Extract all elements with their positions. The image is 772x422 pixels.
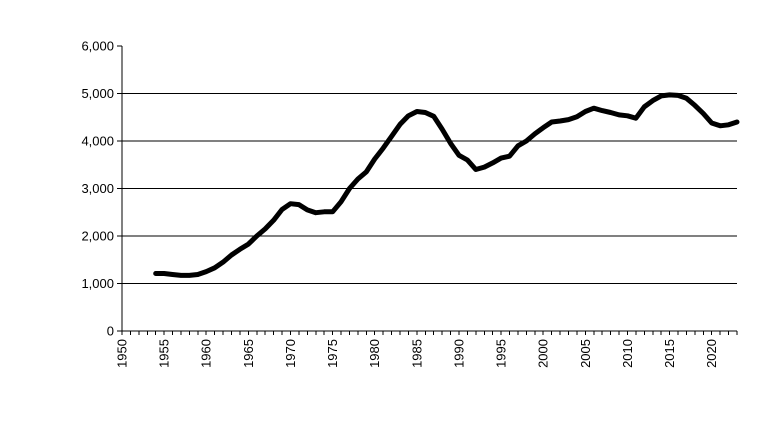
x-tick-label-1975: 1975	[325, 339, 340, 368]
x-tick-label-1985: 1985	[409, 339, 424, 368]
x-ticks: 1950 1955 1960 1965 1970 1975 1980 1985 1990 1995…	[115, 331, 738, 368]
y-tick-label-4000: 4,000	[81, 134, 114, 149]
x-tick-label-2000: 2000	[536, 339, 551, 368]
series-layer	[153, 92, 740, 278]
x-tick-label-1995: 1995	[494, 339, 509, 368]
y-tick-label-1000: 1,000	[81, 276, 114, 291]
y-tick-label-5000: 5,000	[81, 86, 114, 101]
x-tick-label-2010: 2010	[620, 339, 635, 368]
x-tick-label-2020: 2020	[704, 339, 719, 368]
x-tick-label-2015: 2015	[662, 339, 677, 368]
x-tick-label-2005: 2005	[578, 339, 593, 368]
x-tick-label-1955: 1955	[157, 339, 172, 368]
x-tick-label-1990: 1990	[451, 339, 466, 368]
x-tick-label-1950: 1950	[115, 339, 130, 368]
y-tick-label-6000: 6,000	[81, 39, 114, 54]
y-tick-label-2000: 2,000	[81, 229, 114, 244]
x-tick-label-1980: 1980	[367, 339, 382, 368]
x-tick-label-1960: 1960	[199, 339, 214, 368]
y-tick-label-0: 0	[107, 324, 114, 339]
x-tick-label-1970: 1970	[283, 339, 298, 368]
y-tick-label-3000: 3,000	[81, 181, 114, 196]
y-tick-labels: 0 1,000 2,000 3,000 4,000 5,000 6,000	[81, 39, 122, 339]
series-line-0	[153, 92, 740, 278]
x-tick-label-1965: 1965	[241, 339, 256, 368]
gridlines	[122, 93, 737, 284]
